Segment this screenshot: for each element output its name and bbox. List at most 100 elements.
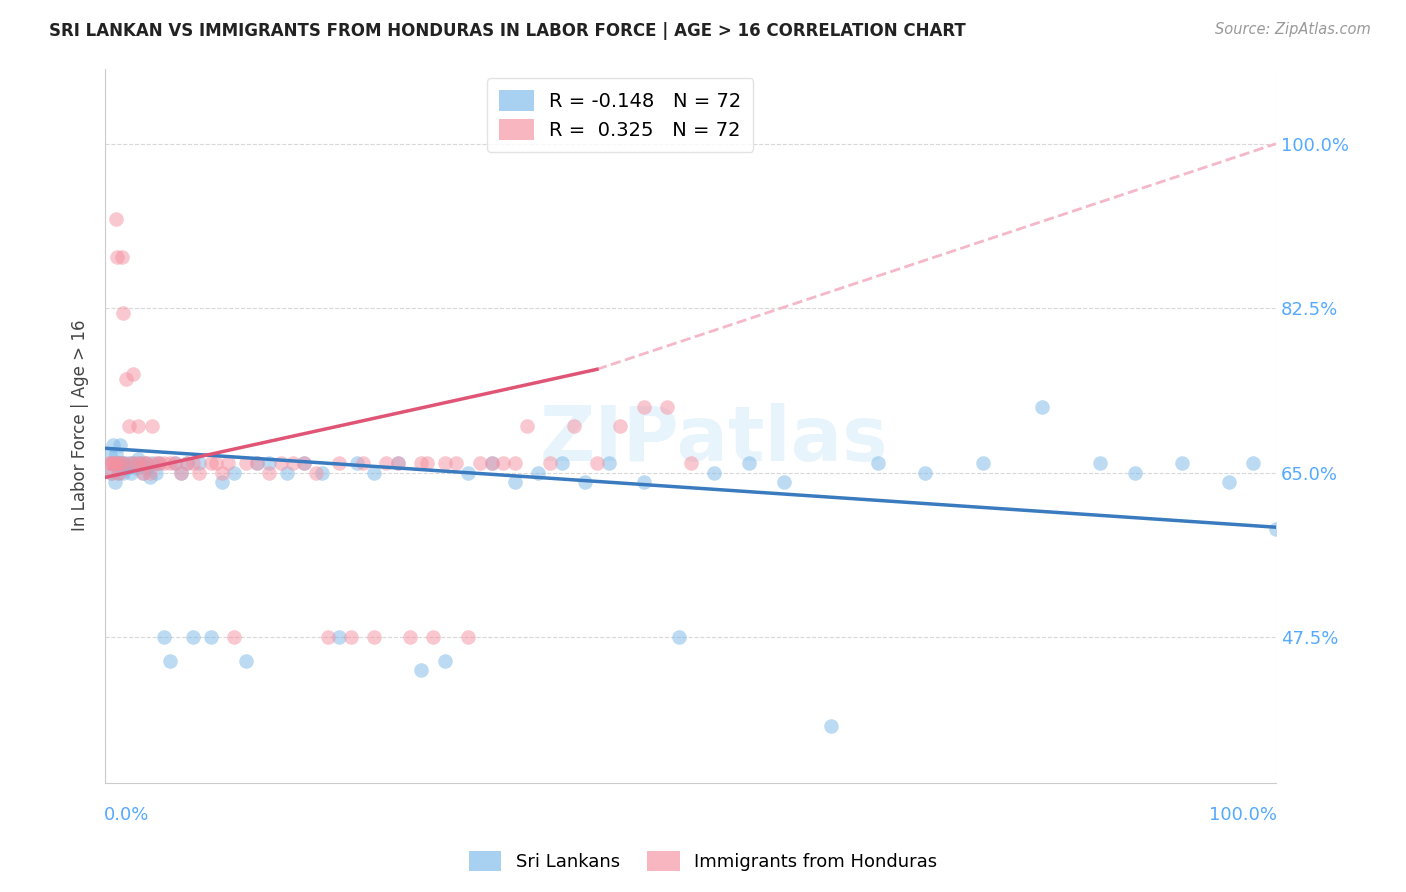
Point	[159, 654, 181, 668]
Point	[222, 466, 245, 480]
Point	[115, 372, 138, 386]
Point	[117, 456, 139, 470]
Point	[609, 418, 631, 433]
Point	[176, 456, 198, 470]
Point	[387, 456, 409, 470]
Point	[257, 466, 280, 480]
Point	[98, 447, 121, 461]
Point	[217, 456, 239, 470]
Point	[328, 630, 350, 644]
Point	[110, 456, 132, 470]
Point	[503, 456, 526, 470]
Text: 0.0%: 0.0%	[104, 806, 149, 824]
Point	[411, 456, 433, 470]
Point	[124, 456, 146, 470]
Point	[276, 466, 298, 480]
Point	[97, 456, 120, 470]
Point	[122, 456, 145, 470]
Point	[159, 456, 181, 470]
Point	[457, 630, 479, 644]
Point	[165, 456, 187, 470]
Point	[105, 456, 128, 470]
Point	[316, 630, 339, 644]
Point	[112, 456, 135, 470]
Point	[104, 211, 127, 226]
Y-axis label: In Labor Force | Age > 16: In Labor Force | Age > 16	[72, 320, 89, 532]
Point	[131, 466, 153, 480]
Point	[107, 456, 129, 470]
Point	[101, 466, 124, 480]
Point	[129, 456, 152, 470]
Point	[340, 630, 363, 644]
Point	[1241, 456, 1264, 470]
Point	[738, 456, 761, 470]
Point	[170, 466, 193, 480]
Point	[972, 456, 994, 470]
Point	[492, 456, 515, 470]
Point	[117, 418, 139, 433]
Point	[138, 470, 160, 484]
Point	[111, 306, 134, 320]
Point	[107, 466, 129, 480]
Point	[633, 475, 655, 489]
Point	[108, 466, 131, 480]
Point	[181, 456, 204, 470]
Point	[187, 456, 209, 470]
Point	[112, 456, 135, 470]
Point	[433, 654, 456, 668]
Point	[152, 630, 174, 644]
Point	[1090, 456, 1112, 470]
Point	[124, 461, 146, 475]
Point	[211, 475, 233, 489]
Point	[773, 475, 796, 489]
Point	[235, 456, 257, 470]
Point	[141, 418, 163, 433]
Point	[103, 475, 125, 489]
Point	[433, 456, 456, 470]
Point	[100, 456, 122, 470]
Text: SRI LANKAN VS IMMIGRANTS FROM HONDURAS IN LABOR FORCE | AGE > 16 CORRELATION CHA: SRI LANKAN VS IMMIGRANTS FROM HONDURAS I…	[49, 22, 966, 40]
Point	[103, 456, 125, 470]
Point	[503, 475, 526, 489]
Point	[170, 466, 193, 480]
Point	[363, 466, 385, 480]
Point	[165, 456, 187, 470]
Point	[110, 456, 132, 470]
Point	[200, 456, 222, 470]
Point	[103, 437, 125, 451]
Point	[145, 466, 167, 480]
Point	[481, 456, 503, 470]
Point	[110, 250, 132, 264]
Point	[270, 456, 292, 470]
Point	[574, 475, 596, 489]
Point	[411, 663, 433, 677]
Point	[115, 461, 138, 475]
Point	[562, 418, 585, 433]
Point	[375, 456, 398, 470]
Text: 100.0%: 100.0%	[1209, 806, 1277, 824]
Point	[103, 456, 125, 470]
Point	[346, 456, 368, 470]
Point	[205, 456, 228, 470]
Point	[292, 456, 315, 470]
Point	[292, 456, 315, 470]
Point	[222, 630, 245, 644]
Point	[108, 456, 131, 470]
Point	[104, 447, 127, 461]
Legend: Sri Lankans, Immigrants from Honduras: Sri Lankans, Immigrants from Honduras	[461, 844, 945, 879]
Point	[200, 630, 222, 644]
Point	[1265, 522, 1288, 536]
Point	[181, 630, 204, 644]
Point	[468, 456, 491, 470]
Point	[120, 466, 142, 480]
Point	[363, 630, 385, 644]
Point	[257, 456, 280, 470]
Point	[148, 456, 170, 470]
Point	[328, 456, 350, 470]
Point	[122, 367, 145, 381]
Point	[422, 630, 444, 644]
Point	[538, 456, 561, 470]
Point	[127, 418, 149, 433]
Point	[352, 456, 374, 470]
Point	[134, 456, 156, 470]
